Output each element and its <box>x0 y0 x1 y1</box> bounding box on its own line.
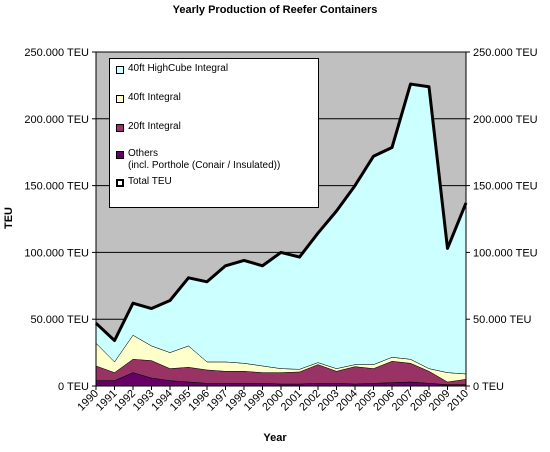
legend-label-others: Others (incl. Porthole (Conair / Insulat… <box>128 148 281 171</box>
x-tick-label: 2010 <box>445 388 471 414</box>
y-tick-label-left: 100.000 TEU <box>24 247 89 259</box>
y-tick-label-right: 100.000 TEU <box>473 247 538 259</box>
legend-label-total: Total TEU <box>128 176 172 187</box>
y-tick-label-right: 250.000 TEU <box>473 47 538 59</box>
legend-item-40ft: 40ft Integral <box>116 92 181 104</box>
x-axis-label: Year <box>263 432 287 444</box>
legend-swatch-others <box>116 151 124 159</box>
y-tick-label-right: 200.000 TEU <box>473 114 538 126</box>
legend-swatch-40ft <box>116 95 124 103</box>
chart-legend: 40ft HighCube Integral 40ft Integral 20f… <box>109 58 319 208</box>
y-tick-label-left: 250.000 TEU <box>24 47 89 59</box>
legend-item-total: Total TEU <box>116 176 172 188</box>
legend-swatch-20ft <box>116 124 124 132</box>
total-teu-line <box>94 82 468 343</box>
y-tick-label-right: 0 TEU <box>473 381 504 393</box>
legend-label-40ft: 40ft Integral <box>128 92 181 103</box>
legend-swatch-highcube <box>116 66 124 74</box>
legend-swatch-total <box>116 179 124 187</box>
legend-label-20ft: 20ft Integral <box>128 121 181 132</box>
y-tick-label-left: 0 TEU <box>58 381 89 393</box>
legend-item-20ft: 20ft Integral <box>116 121 181 133</box>
legend-item-highcube: 40ft HighCube Integral <box>116 63 228 75</box>
y-axis-label: TEU <box>3 207 15 229</box>
y-tick-label-left: 200.000 TEU <box>24 114 89 126</box>
chart-title: Yearly Production of Reefer Containers <box>172 4 378 16</box>
legend-label-highcube: 40ft HighCube Integral <box>128 63 229 74</box>
y-tick-label-right: 150.000 TEU <box>473 181 538 193</box>
y-tick-label-left: 150.000 TEU <box>24 181 89 193</box>
y-tick-label-left: 50.000 TEU <box>30 314 89 326</box>
y-tick-label-right: 50.000 TEU <box>473 314 532 326</box>
legend-item-others: Others (incl. Porthole (Conair / Insulat… <box>116 148 280 172</box>
